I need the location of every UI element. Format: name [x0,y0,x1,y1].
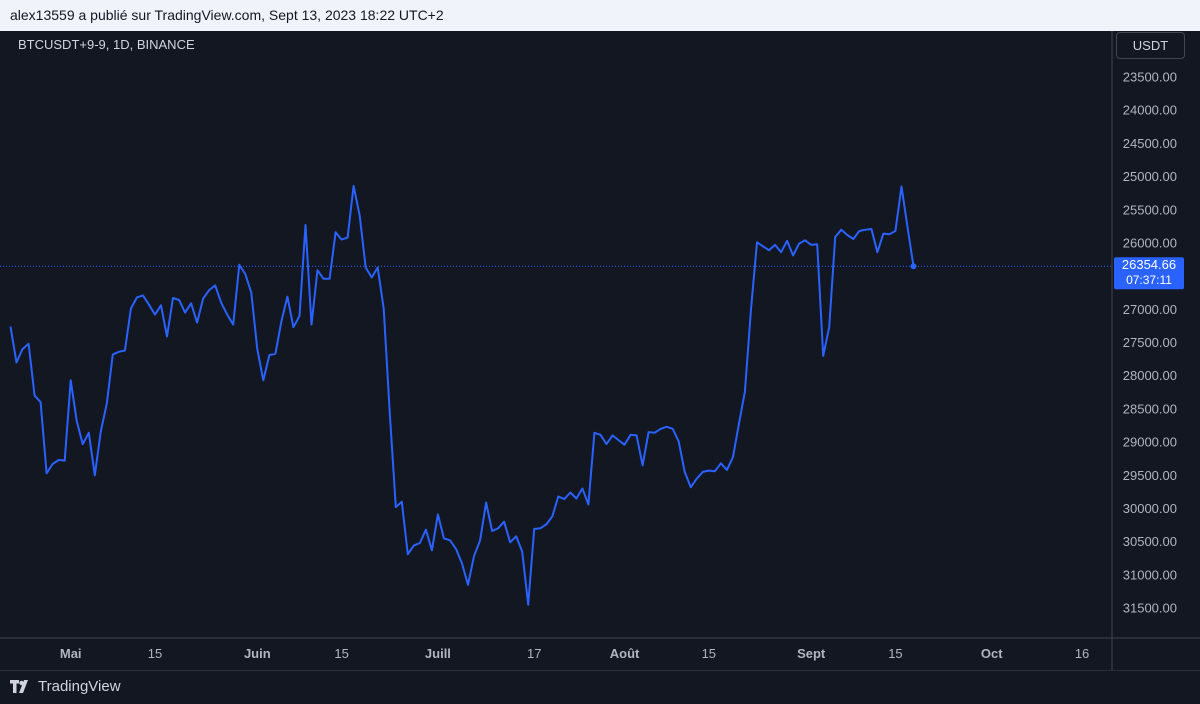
time-tick-label: Mai [60,646,82,661]
price-tick-label: 30500.00 [1123,534,1177,549]
price-tick-label: 24500.00 [1123,136,1177,151]
time-tick-label: 16 [1075,646,1089,661]
time-tick-label: Sept [797,646,826,661]
chart-area[interactable]: 23500.00 24000.00 24500.00 25000.00 25500.00… [0,31,1200,670]
price-tick-label: 27500.00 [1123,335,1177,350]
price-tick-label: 30000.00 [1123,501,1177,516]
footer: TradingView [0,670,1200,704]
bar-countdown: 07:37:11 [1126,273,1172,287]
time-tick-label: 15 [888,646,902,661]
price-tick-label: 25000.00 [1123,169,1177,184]
symbol-info[interactable]: BTCUSDT+9-9, 1D, BINANCE [18,37,195,52]
price-tick-label: 28000.00 [1123,368,1177,383]
price-tick-label: 26000.00 [1123,235,1177,250]
price-tick-label: 24000.00 [1123,103,1177,118]
tradingview-logo[interactable]: TradingView [10,678,121,695]
publisher-line: alex13559 a publié sur TradingView.com, … [10,7,444,23]
time-tick-label: 15 [148,646,162,661]
price-tick-label: 28500.00 [1123,401,1177,416]
last-price-label-background [1114,257,1184,290]
time-tick-label: Juill [425,646,451,661]
publisher-bar: alex13559 a publié sur TradingView.com, … [0,0,1200,31]
price-tick-label: 29000.00 [1123,435,1177,450]
time-tick-label: Juin [244,646,271,661]
chart-background [0,31,1200,670]
time-tick-label: 15 [702,646,716,661]
time-axis[interactable]: Mai 15 Juin 15 Juill 17 Août 15 Sept 15 Oct 16 [60,646,1089,661]
last-price-label: 26354.66 07:37:11 [1114,257,1184,290]
time-tick-label: 17 [527,646,541,661]
price-tick-label: 31000.00 [1123,567,1177,582]
time-tick-label: Oct [981,646,1003,661]
price-tick-label: 27000.00 [1123,302,1177,317]
tradingview-brand: TradingView [38,678,121,695]
last-price-value: 26354.66 [1122,257,1176,272]
price-tick-label: 31500.00 [1123,601,1177,616]
price-tick-label: 25500.00 [1123,202,1177,217]
tradingview-logo-icon [10,679,28,693]
last-price-marker [910,263,917,270]
price-tick-label: 23500.00 [1123,70,1177,85]
price-chart[interactable]: 23500.00 24000.00 24500.00 25000.00 25500.00… [0,31,1200,670]
price-line-series [9,184,915,606]
currency-button[interactable]: USDT [1116,32,1185,59]
time-tick-label: Août [610,646,640,661]
time-tick-label: 15 [334,646,348,661]
price-tick-label: 29500.00 [1123,468,1177,483]
